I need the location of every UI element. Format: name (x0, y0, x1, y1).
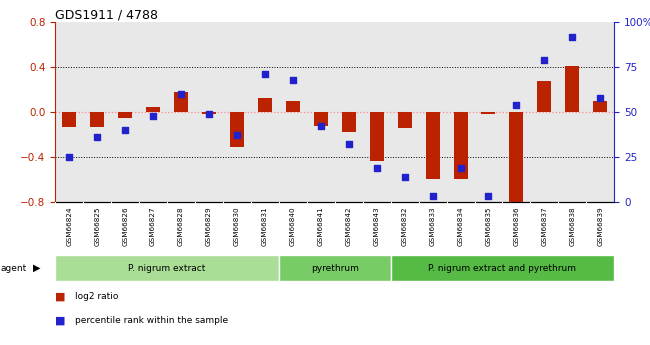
Text: GSM66825: GSM66825 (94, 206, 100, 246)
Point (456, 165, 466, 170)
Text: GSM66828: GSM66828 (178, 206, 184, 246)
Bar (391, 255, 614, 281)
Point (120, 127, 131, 133)
Bar (593, 101, 607, 112)
Point (231, 133, 242, 138)
Bar (566, 66, 579, 112)
Text: log2 ratio: log2 ratio (75, 292, 118, 300)
Bar (426, 112, 439, 179)
Text: ▶: ▶ (32, 263, 40, 273)
Bar (62, 112, 76, 127)
Text: GSM66841: GSM66841 (318, 206, 324, 246)
Bar (90, 112, 104, 127)
Text: pyrethrum: pyrethrum (311, 264, 359, 273)
Point (92, 135, 103, 140)
Bar (279, 255, 391, 281)
Bar (398, 112, 411, 128)
Point (372, 165, 382, 170)
Point (399, 174, 410, 179)
Point (148, 113, 159, 118)
Text: GSM66827: GSM66827 (150, 206, 156, 246)
Point (595, 95, 606, 100)
Bar (370, 112, 384, 161)
Text: GSM66824: GSM66824 (66, 206, 72, 246)
Bar (538, 81, 551, 112)
Bar (314, 112, 328, 126)
Bar (454, 112, 467, 179)
Text: GSM66832: GSM66832 (402, 206, 408, 246)
Text: GSM66839: GSM66839 (597, 206, 603, 246)
Text: GSM66843: GSM66843 (374, 206, 380, 246)
Text: GSM66835: GSM66835 (486, 206, 491, 246)
Bar (174, 92, 188, 112)
Text: GSM66826: GSM66826 (122, 206, 128, 246)
Point (512, 102, 522, 108)
Text: percentile rank within the sample: percentile rank within the sample (75, 316, 228, 325)
Text: GDS1911 / 4788: GDS1911 / 4788 (55, 9, 158, 22)
Text: GSM66838: GSM66838 (569, 206, 575, 246)
Bar (482, 112, 495, 114)
Point (260, 72, 270, 77)
Text: P. nigrum extract: P. nigrum extract (128, 264, 206, 273)
Bar (146, 107, 160, 112)
Bar (202, 112, 216, 114)
Bar (342, 112, 356, 132)
Point (176, 91, 187, 97)
Point (316, 124, 326, 129)
Bar (55, 255, 279, 281)
Point (484, 194, 494, 199)
Text: GSM66837: GSM66837 (541, 206, 547, 246)
Bar (510, 112, 523, 202)
Text: GSM66830: GSM66830 (234, 206, 240, 246)
Text: P. nigrum extract and pyrethrum: P. nigrum extract and pyrethrum (428, 264, 577, 273)
Bar (118, 112, 132, 118)
Text: GSM66831: GSM66831 (262, 206, 268, 246)
Text: ■: ■ (55, 292, 66, 302)
Point (567, 34, 578, 40)
Point (344, 142, 354, 147)
Text: GSM66840: GSM66840 (290, 206, 296, 246)
Text: ■: ■ (55, 316, 66, 326)
Text: GSM66836: GSM66836 (514, 206, 519, 246)
Bar (258, 98, 272, 112)
Text: agent: agent (1, 264, 27, 273)
Text: GSM66834: GSM66834 (458, 206, 463, 246)
Text: GSM66833: GSM66833 (430, 206, 436, 246)
Point (428, 194, 438, 199)
Bar (230, 112, 244, 147)
Point (540, 57, 550, 63)
Point (64, 154, 75, 160)
Point (288, 77, 298, 82)
Point (204, 111, 214, 117)
Text: GSM66842: GSM66842 (346, 206, 352, 246)
Text: GSM66829: GSM66829 (206, 206, 212, 246)
Bar (286, 101, 300, 112)
